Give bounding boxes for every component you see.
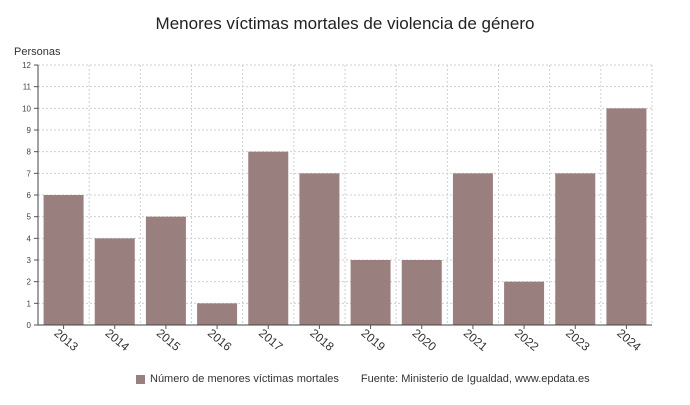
bar — [350, 260, 391, 325]
bar — [145, 216, 186, 325]
bar — [452, 173, 493, 325]
x-tick-label: 2017 — [256, 326, 286, 354]
legend-series-label: Número de menores víctimas mortales — [150, 373, 339, 385]
bar — [606, 108, 647, 325]
x-tick-label: 2020 — [410, 326, 440, 354]
y-tick-label: 5 — [27, 213, 32, 222]
y-tick-label: 10 — [22, 104, 31, 113]
y-tick-label: 3 — [27, 256, 32, 265]
chart-legend: Número de menores víctimas mortales Fuen… — [136, 373, 590, 385]
y-tick-label: 1 — [27, 299, 32, 308]
bar — [248, 151, 289, 325]
y-tick-label: 7 — [27, 169, 32, 178]
y-tick-label: 2 — [27, 278, 32, 287]
y-axis-label: Personas — [14, 46, 61, 58]
y-tick-label: 0 — [27, 321, 32, 330]
y-tick-label: 8 — [27, 148, 32, 157]
y-tick-label: 6 — [27, 191, 32, 200]
y-tick-label: 9 — [27, 126, 32, 135]
chart-title: Menores víctimas mortales de violencia d… — [155, 14, 535, 33]
x-tick-label: 2014 — [103, 326, 133, 354]
x-tick-label: 2019 — [358, 326, 388, 354]
x-tick-label: 2018 — [307, 326, 337, 354]
x-tick-label: 2021 — [461, 326, 491, 354]
x-tick-label: 2013 — [51, 326, 81, 354]
x-tick-label: 2023 — [563, 326, 593, 354]
x-tick-label: 2024 — [614, 326, 644, 354]
bar — [299, 173, 340, 325]
bar — [504, 281, 545, 325]
bar — [401, 260, 442, 325]
bar — [94, 238, 135, 325]
source-text: Fuente: Ministerio de Igualdad, www.epda… — [360, 373, 590, 385]
x-tick-label: 2015 — [154, 326, 184, 354]
y-tick-label: 11 — [23, 83, 32, 92]
bar — [555, 173, 596, 325]
x-tick-label: 2022 — [512, 326, 542, 354]
bar — [197, 303, 238, 325]
y-tick-label: 4 — [27, 234, 32, 243]
legend-swatch — [136, 374, 145, 384]
x-tick-label: 2016 — [205, 326, 235, 354]
bar — [43, 195, 84, 325]
y-tick-label: 12 — [22, 61, 31, 70]
